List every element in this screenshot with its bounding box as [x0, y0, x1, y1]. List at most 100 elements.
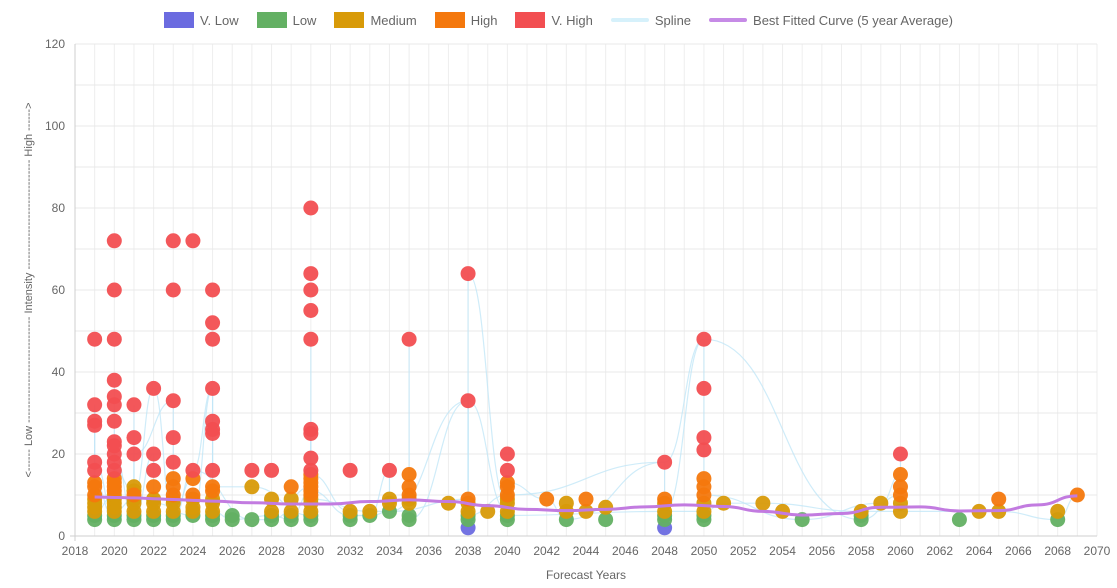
data-point	[401, 467, 417, 482]
legend-swatch	[256, 12, 287, 28]
legend-item-low[interactable]: Low	[256, 12, 317, 28]
data-point	[951, 512, 967, 528]
data-point	[657, 454, 673, 470]
data-point	[401, 479, 417, 495]
data-point	[499, 462, 515, 478]
data-point	[146, 462, 162, 478]
x-tick-label: 2032	[337, 544, 364, 558]
data-point	[165, 393, 181, 409]
legend-label: High	[470, 12, 498, 28]
x-tick-label: 2064	[966, 544, 993, 558]
legend-item-v-high[interactable]: V. High	[515, 12, 593, 28]
x-tick-label: 2036	[415, 544, 442, 558]
x-tick-label: 2024	[180, 544, 207, 558]
data-point	[87, 454, 103, 470]
data-point	[205, 413, 221, 429]
legend-item-best-fitted-curve-5-year-average[interactable]: Best Fitted Curve (5 year Average)	[709, 13, 953, 28]
data-point	[165, 430, 181, 446]
data-point	[696, 442, 712, 458]
x-tick-labels: 2018 2020 2022 2024 2026 2028 2030 2032 2034 2036…	[62, 544, 1111, 558]
data-point	[146, 479, 162, 495]
data-point	[283, 479, 299, 495]
data-point	[303, 462, 319, 478]
data-point	[126, 487, 142, 503]
legend-item-spline[interactable]: Spline	[610, 13, 691, 28]
legend-swatch	[434, 12, 465, 28]
data-point	[205, 315, 221, 331]
data-point	[696, 471, 712, 487]
y-tick-label: 20	[52, 447, 66, 461]
data-point	[87, 475, 103, 491]
y-tick-label: 60	[52, 283, 66, 297]
data-point	[991, 491, 1007, 507]
data-point	[892, 467, 908, 482]
data-point	[244, 479, 260, 495]
legend-item-high[interactable]: High	[434, 12, 498, 28]
y-tick-label: 120	[45, 37, 65, 51]
data-point	[224, 508, 240, 523]
legend-item-v-low[interactable]: V. Low	[164, 12, 239, 28]
data-point	[499, 446, 515, 462]
data-point	[598, 512, 614, 528]
data-point	[87, 331, 103, 347]
data-point	[185, 233, 201, 249]
data-point	[892, 479, 908, 495]
data-point	[87, 397, 103, 413]
data-point	[106, 282, 122, 298]
data-point	[362, 503, 378, 519]
legend-swatch	[334, 12, 365, 28]
data-point	[716, 495, 732, 511]
x-tick-label: 2052	[730, 544, 757, 558]
x-tick-label: 2044	[573, 544, 600, 558]
data-point	[165, 454, 181, 470]
data-point	[165, 282, 181, 298]
data-point	[303, 282, 319, 298]
x-tick-label: 2066	[1005, 544, 1032, 558]
series-v-high	[87, 200, 908, 478]
grid-lines	[74, 43, 1098, 537]
data-point	[381, 462, 397, 478]
legend-label: V. High	[551, 12, 593, 28]
legend-label: Medium	[370, 12, 417, 28]
data-point	[185, 487, 201, 503]
data-point	[696, 331, 712, 347]
x-tick-label: 2060	[887, 544, 914, 558]
x-tick-label: 2046	[612, 544, 639, 558]
data-point	[696, 430, 712, 446]
data-point	[205, 331, 221, 347]
data-point	[264, 503, 280, 519]
data-point	[539, 491, 555, 507]
data-point	[342, 462, 358, 478]
data-point	[205, 462, 221, 478]
legend-label: Low	[292, 12, 317, 28]
x-tick-label: 2028	[258, 544, 285, 558]
data-point	[401, 331, 417, 347]
x-tick-label: 2058	[848, 544, 875, 558]
legend-item-medium[interactable]: Medium	[334, 12, 417, 28]
legend-label: V. Low	[200, 12, 239, 28]
data-point	[205, 479, 221, 495]
fitted-curve-line	[94, 494, 1078, 517]
data-point	[146, 446, 162, 462]
x-tick-label: 2042	[533, 544, 560, 558]
x-tick-label: 2054	[769, 544, 796, 558]
data-point	[165, 233, 181, 249]
data-point	[126, 446, 142, 462]
y-tick-label: 100	[45, 119, 65, 133]
data-point	[460, 266, 476, 282]
y-tick-label: 0	[58, 529, 65, 543]
legend-label: Best Fitted Curve (5 year Average)	[753, 12, 953, 28]
x-tick-label: 2020	[101, 544, 128, 558]
data-point	[106, 413, 122, 429]
x-tick-label: 2048	[651, 544, 678, 558]
x-tick-label: 2050	[691, 544, 718, 558]
data-point	[578, 491, 594, 507]
data-point	[303, 421, 319, 437]
legend-swatch	[515, 12, 546, 28]
x-tick-label: 2068	[1044, 544, 1071, 558]
data-point	[303, 303, 319, 318]
x-tick-label: 2022	[140, 544, 167, 558]
data-point	[244, 462, 260, 478]
data-point	[106, 233, 122, 249]
